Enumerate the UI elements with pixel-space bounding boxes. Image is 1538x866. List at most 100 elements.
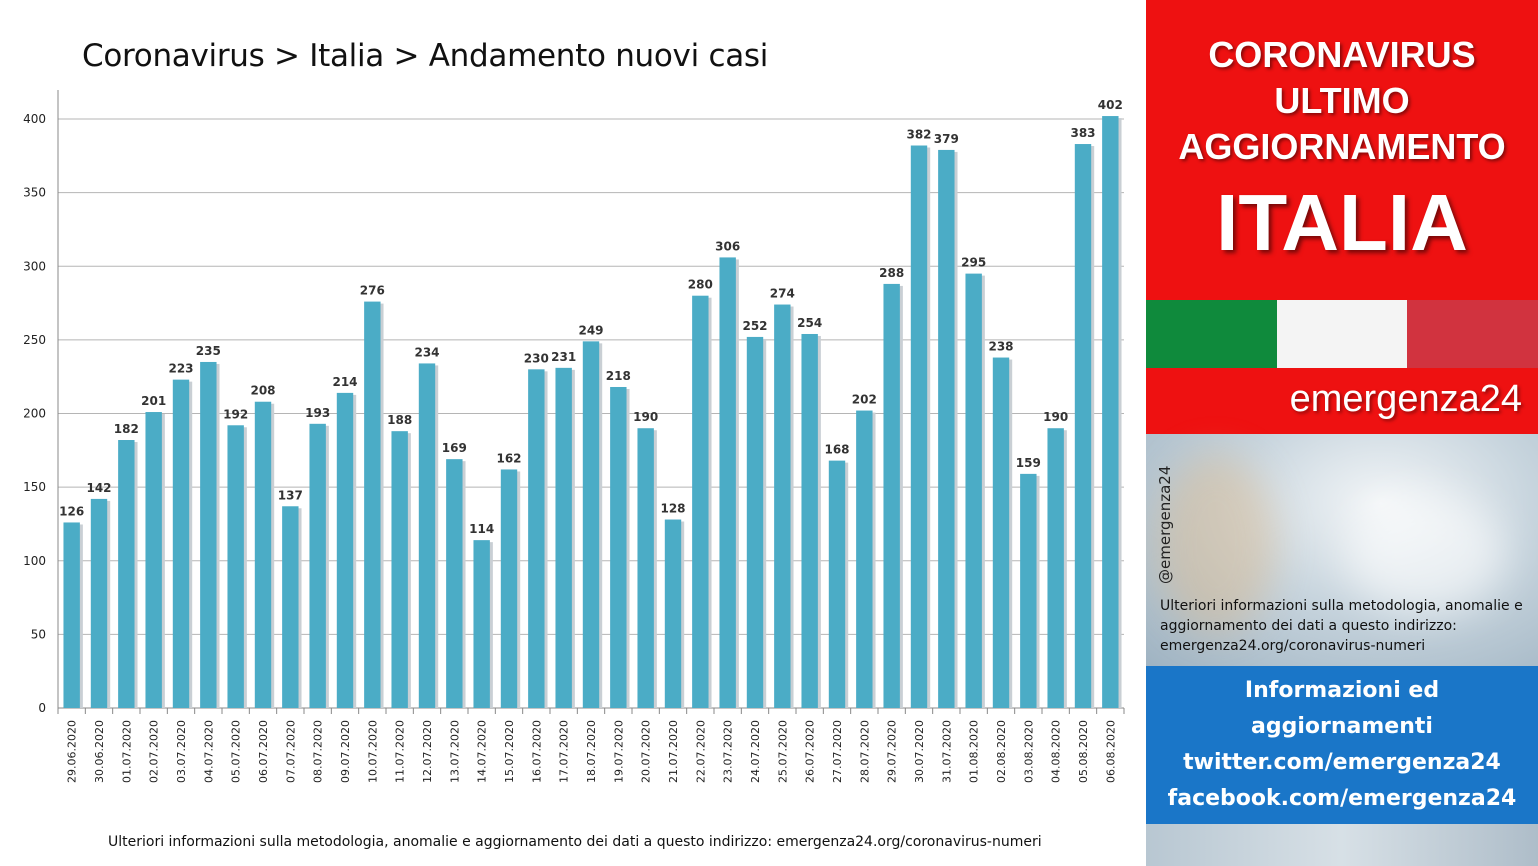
- bar: [254, 401, 272, 708]
- data-label: 238: [988, 340, 1013, 354]
- x-tick-label: 10.07.2020: [366, 720, 379, 783]
- x-tick-label: 23.07.2020: [722, 720, 735, 783]
- x-tick-label: 17.07.2020: [558, 720, 571, 783]
- bar: [528, 369, 545, 708]
- bar: [610, 386, 627, 708]
- data-label: 230: [524, 351, 549, 365]
- bar: [500, 469, 518, 708]
- social-handle: @emergenza24: [1156, 465, 1174, 584]
- data-label: 208: [250, 384, 275, 398]
- bar-chart: 0 50 100 150 200 250 300 350 400 126 29.06.2020 142…: [23, 90, 1125, 783]
- info-line-1: Informazioni ed: [1244, 678, 1440, 703]
- bar: [227, 425, 244, 708]
- bar: [828, 460, 846, 708]
- bar: [555, 367, 572, 708]
- y-tick-label: 300: [23, 259, 46, 273]
- bar: [418, 363, 436, 708]
- bar: [856, 410, 873, 708]
- y-tick-label: 250: [23, 333, 46, 347]
- data-label: 295: [961, 256, 986, 270]
- data-label: 192: [223, 407, 248, 421]
- x-tick-label: 07.07.2020: [284, 720, 297, 783]
- data-label: 162: [496, 451, 521, 465]
- bar: [1074, 144, 1092, 709]
- info-box: Informazioni ed aggiornamenti twitter.co…: [1146, 666, 1538, 824]
- info-line-2: aggiornamenti: [1251, 714, 1433, 739]
- facebook-link[interactable]: facebook.com/emergenza24: [1167, 786, 1517, 811]
- x-tick-label: 09.07.2020: [339, 720, 352, 783]
- x-tick-label: 28.07.2020: [858, 720, 871, 783]
- bar: [746, 336, 764, 708]
- chart-area: Coronavirus > Italia > Andamento nuovi c…: [23, 38, 1125, 850]
- data-label: 193: [305, 406, 330, 420]
- y-tick-label: 50: [31, 627, 46, 641]
- bar: [992, 357, 1010, 708]
- bar: [774, 304, 791, 708]
- x-tick-label: 13.07.2020: [448, 720, 461, 783]
- data-label: 128: [660, 502, 685, 516]
- bar: [692, 295, 709, 708]
- bar: [1047, 428, 1064, 708]
- italian-flag: [1146, 300, 1538, 368]
- x-tick-label: 29.07.2020: [886, 720, 899, 783]
- data-label: 126: [59, 504, 84, 518]
- x-tick-label: 25.07.2020: [776, 720, 789, 783]
- data-label: 201: [141, 394, 166, 408]
- x-tick-label: 03.07.2020: [175, 720, 188, 783]
- data-label: 159: [1016, 456, 1041, 470]
- x-tick-label: 05.08.2020: [1077, 720, 1090, 783]
- data-label: 223: [168, 362, 193, 376]
- data-label: 182: [114, 422, 139, 436]
- banner-country: ITALIA: [1216, 178, 1468, 267]
- bar: [938, 149, 955, 709]
- x-tick-label: 12.07.2020: [421, 720, 434, 783]
- x-tick-label: 21.07.2020: [667, 720, 680, 783]
- x-tick-label: 06.07.2020: [257, 720, 270, 783]
- x-tick-label: 02.07.2020: [148, 720, 161, 783]
- bar: [1102, 116, 1119, 709]
- chart-title: Coronavirus > Italia > Andamento nuovi c…: [82, 38, 769, 74]
- data-label: 276: [360, 284, 385, 298]
- flag-green-stripe: [1146, 300, 1277, 368]
- data-label: 288: [879, 266, 904, 280]
- x-tick-label: 04.07.2020: [202, 720, 215, 783]
- background-photo: @emergenza24 Ulteriori informazioni sull…: [1146, 434, 1538, 666]
- bottom-photo-strip: [1146, 824, 1538, 866]
- bar: [172, 379, 190, 708]
- bar: [664, 519, 682, 708]
- data-label: 252: [742, 319, 767, 333]
- x-tick-label: 30.07.2020: [913, 720, 926, 783]
- y-tick-label: 100: [23, 554, 46, 568]
- flag-white-stripe: [1276, 300, 1408, 368]
- x-tick-label: 29.06.2020: [66, 720, 79, 783]
- data-label: 142: [86, 481, 111, 495]
- bar: [719, 257, 736, 708]
- data-label: 168: [824, 443, 849, 457]
- bar: [364, 301, 381, 708]
- data-label: 274: [770, 287, 795, 301]
- y-tick-label: 350: [23, 186, 46, 200]
- brand-bar: emergenza24: [1146, 368, 1538, 434]
- x-tick-label: 04.08.2020: [1050, 720, 1063, 783]
- bar: [446, 459, 463, 708]
- brand-name: emergenza24: [1289, 378, 1522, 420]
- x-tick-label: 03.08.2020: [1022, 720, 1035, 783]
- side-panel: CORONAVIRUS ULTIMO AGGIORNAMENTO ITALIA …: [1146, 0, 1538, 866]
- data-label: 114: [469, 522, 494, 536]
- data-label: 231: [551, 350, 576, 364]
- y-tick-label: 400: [23, 112, 46, 126]
- bar: [336, 392, 354, 708]
- bar: [883, 283, 900, 708]
- x-tick-label: 02.08.2020: [995, 720, 1008, 783]
- banner-line-coronavirus: CORONAVIRUS: [1208, 34, 1476, 75]
- twitter-link[interactable]: twitter.com/emergenza24: [1183, 750, 1501, 775]
- photo-blur-shape: [1346, 494, 1506, 614]
- x-tick-label: 15.07.2020: [503, 720, 516, 783]
- headline-banner: CORONAVIRUS ULTIMO AGGIORNAMENTO ITALIA: [1146, 0, 1538, 300]
- bar: [282, 506, 299, 708]
- x-tick-label: 06.08.2020: [1104, 720, 1117, 783]
- x-tick-label: 01.08.2020: [968, 720, 981, 783]
- bar: [582, 341, 600, 708]
- flag-red-stripe: [1407, 300, 1538, 368]
- bar: [391, 431, 408, 708]
